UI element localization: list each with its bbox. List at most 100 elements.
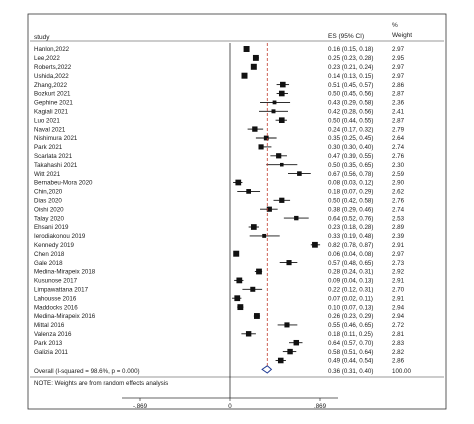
study-name: Medina-Mirapeix 2018 [34, 269, 96, 276]
effect-marker [263, 135, 269, 141]
study-es-ci: 0.24 (0.17, 0.32) [328, 126, 373, 133]
effect-marker [233, 250, 240, 257]
study-weight: 2.91 [392, 242, 405, 249]
study-weight: 2.91 [392, 278, 405, 285]
weights-note: NOTE: Weights are from random effects an… [34, 380, 168, 387]
overall-weight: 100.00 [392, 368, 411, 375]
study-name: Kennedy 2019 [34, 242, 74, 249]
study-name: Chin,2020 [34, 189, 63, 196]
effect-marker [276, 153, 282, 159]
study-es-ci: 0.51 (0.45, 0.57) [328, 82, 373, 89]
effect-marker [246, 189, 251, 194]
study-es-ci: 0.82 (0.78, 0.87) [328, 242, 373, 249]
x-tick-label: -.869 [133, 403, 148, 410]
study-row: Park 2013 0.64 (0.57, 0.70) 2.83 [34, 340, 405, 347]
study-row: Gephine 2021 0.43 (0.29, 0.58) 2.36 [34, 100, 405, 107]
study-row: Chin,2020 0.18 (0.07, 0.29) 2.62 [34, 189, 405, 196]
study-weight: 2.39 [392, 233, 405, 240]
study-name: Valenza 2016 [34, 331, 72, 338]
study-row: Roberts,2022 0.23 (0.21, 0.24) 2.97 [34, 63, 405, 71]
study-name: Gale 2018 [34, 260, 63, 267]
header-study: study [34, 34, 50, 41]
study-row: Ierodiakonou 2019 0.33 (0.19, 0.48) 2.39 [34, 233, 405, 240]
study-row: Zhang,2022 0.51 (0.45, 0.57) 2.86 [34, 82, 405, 89]
study-weight: 2.94 [392, 313, 405, 320]
study-name: Naval 2021 [34, 126, 66, 133]
effect-marker [266, 206, 272, 212]
study-weight: 2.94 [392, 304, 405, 311]
effect-marker [312, 241, 318, 248]
study-name: Medina-Mirapeix 2016 [34, 313, 96, 320]
study-row: Valenza 2016 0.18 (0.11, 0.25) 2.81 [34, 331, 405, 338]
study-es-ci: 0.64 (0.52, 0.76) [328, 215, 373, 222]
header-es-ci: ES (95% CI) [328, 33, 364, 40]
study-name: Lahousse 2016 [34, 295, 77, 302]
study-weight: 2.76 [392, 153, 405, 160]
effect-marker [293, 339, 300, 346]
study-weight: 2.30 [392, 162, 405, 169]
header-weight: Weight [392, 32, 412, 39]
study-row: Oishi 2020 0.38 (0.29, 0.46) 2.74 [34, 206, 405, 213]
study-weight: 2.86 [392, 82, 405, 89]
study-weight: 2.62 [392, 189, 405, 196]
header-weight-percent: % [392, 22, 398, 29]
study-es-ci: 0.14 (0.13, 0.15) [328, 73, 373, 80]
study-weight: 2.82 [392, 349, 405, 356]
study-row: 0.49 (0.44, 0.54) 2.86 [275, 358, 405, 365]
study-es-ci: 0.55 (0.46, 0.65) [328, 322, 373, 329]
study-name: Luo 2021 [34, 117, 60, 124]
study-es-ci: 0.23 (0.18, 0.28) [328, 224, 373, 231]
study-row: Scarlata 2021 0.47 (0.39, 0.55) 2.76 [34, 153, 405, 160]
study-es-ci: 0.07 (0.02, 0.11) [328, 295, 373, 302]
study-row: Witt 2021 0.67 (0.56, 0.78) 2.59 [34, 171, 405, 178]
effect-marker [250, 63, 257, 70]
study-name: Roberts,2022 [34, 64, 72, 71]
study-es-ci: 0.42 (0.28, 0.56) [328, 109, 373, 116]
study-es-ci: 0.30 (0.30, 0.40) [328, 144, 373, 151]
study-weight: 2.41 [392, 109, 405, 116]
study-es-ci: 0.57 (0.48, 0.65) [328, 260, 373, 267]
study-row: Chen 2018 0.06 (0.04, 0.08) 2.97 [34, 250, 405, 258]
effect-marker [286, 260, 292, 266]
effect-marker [272, 100, 277, 105]
study-row: Maddocks 2016 0.10 (0.07, 0.13) 2.94 [34, 304, 405, 311]
overall-row: Overall (I-squared = 98.6%, p = 0.000) 0… [34, 365, 411, 375]
study-es-ci: 0.26 (0.23, 0.29) [328, 313, 373, 320]
study-row: Medina-Mirapeix 2016 0.26 (0.23, 0.29) 2.9… [34, 313, 405, 320]
study-name: Dias 2020 [34, 198, 62, 205]
study-row: Bozkurt 2021 0.50 (0.45, 0.56) 2.87 [34, 90, 405, 98]
effect-marker [236, 277, 243, 284]
effect-marker [252, 126, 258, 132]
study-es-ci: 0.38 (0.29, 0.46) [328, 206, 373, 213]
study-row: Lahousse 2016 0.07 (0.02, 0.11) 2.91 [34, 295, 405, 302]
study-name: Oishi 2020 [34, 206, 64, 213]
study-row: Bernabeu-Mora 2020 0.08 (0.03, 0.12) 2.90 [34, 179, 405, 187]
study-weight: 2.74 [392, 144, 405, 151]
study-weight: 2.36 [392, 100, 405, 107]
overall-es-ci: 0.36 (0.31, 0.40) [328, 368, 373, 375]
effect-marker [271, 109, 276, 114]
study-row: Limpawattana 2017 0.22 (0.12, 0.31) 2.70 [34, 287, 405, 294]
study-es-ci: 0.09 (0.04, 0.13) [328, 278, 373, 285]
study-weight: 2.72 [392, 322, 405, 329]
study-name: Hanlon,2022 [34, 46, 70, 53]
plot-frame [27, 13, 447, 410]
study-name: Takahashi 2021 [34, 162, 78, 169]
study-es-ci: 0.23 (0.21, 0.24) [328, 64, 373, 71]
study-name: Kusunose 2017 [34, 278, 78, 285]
study-name: Ushida,2022 [34, 73, 69, 80]
study-name: Lee,2022 [34, 55, 60, 62]
study-es-ci: 0.18 (0.07, 0.29) [328, 189, 373, 196]
study-weight: 2.83 [392, 340, 405, 347]
study-es-ci: 0.22 (0.12, 0.31) [328, 287, 373, 294]
study-name: Kagiali 2021 [34, 109, 69, 116]
effect-marker [278, 90, 285, 97]
study-es-ci: 0.47 (0.39, 0.55) [328, 153, 373, 160]
study-row: Kennedy 2019 0.82 (0.78, 0.87) 2.91 [34, 241, 405, 249]
effect-marker [241, 72, 248, 79]
study-row: Takahashi 2021 0.50 (0.35, 0.65) 2.30 [34, 162, 405, 169]
study-row: Naval 2021 0.24 (0.17, 0.32) 2.79 [34, 126, 405, 133]
study-row: Talay 2020 0.64 (0.52, 0.76) 2.53 [34, 215, 405, 222]
study-row: Nishimura 2021 0.35 (0.25, 0.45) 2.64 [34, 135, 405, 142]
study-weight: 2.81 [392, 331, 405, 338]
